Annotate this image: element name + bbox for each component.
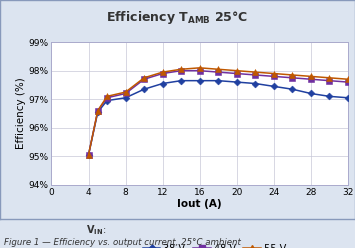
Text: Efficiency $\mathbf{T}_{\mathbf{AMB}}$ 25°C: Efficiency $\mathbf{T}_{\mathbf{AMB}}$ 2… (106, 9, 248, 26)
Text: Figure 1 — Efficiency vs. output current, 25°C ambient: Figure 1 — Efficiency vs. output current… (4, 238, 240, 247)
X-axis label: Iout (A): Iout (A) (178, 199, 222, 209)
Text: $\mathbf{V}_{\mathbf{IN}}$:: $\mathbf{V}_{\mathbf{IN}}$: (86, 223, 106, 237)
Legend: 38 V, 48 V, 55 V: 38 V, 48 V, 55 V (143, 244, 286, 248)
Y-axis label: Efficiency (%): Efficiency (%) (16, 78, 26, 149)
